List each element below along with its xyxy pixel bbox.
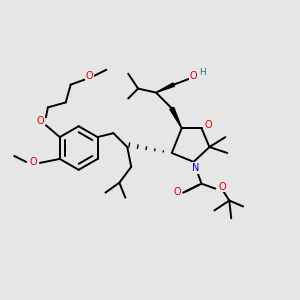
Text: H: H xyxy=(199,68,206,77)
Polygon shape xyxy=(170,107,182,128)
Text: O: O xyxy=(205,120,212,130)
Text: O: O xyxy=(86,71,93,81)
Text: O: O xyxy=(36,116,44,126)
Text: O: O xyxy=(218,182,226,192)
Text: O: O xyxy=(174,187,182,196)
Text: O: O xyxy=(29,157,37,167)
Polygon shape xyxy=(156,83,175,92)
Text: N: N xyxy=(192,163,199,173)
Text: O: O xyxy=(190,71,197,81)
